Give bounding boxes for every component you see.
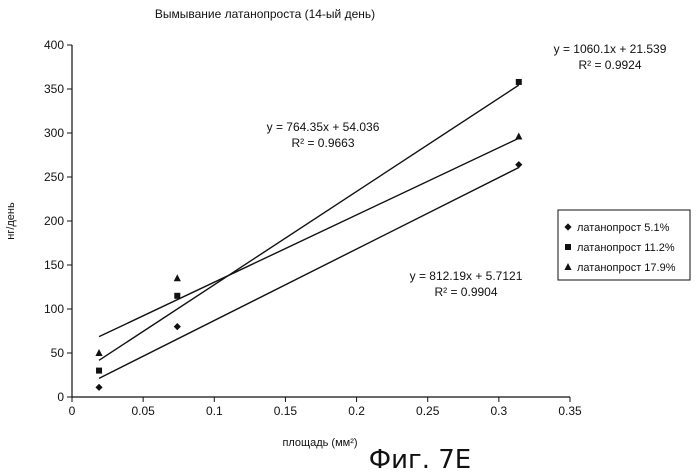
data-points [95,78,523,391]
y-tick-label: 250 [44,170,64,184]
annotation-series-3: y = 764.35x + 54.036 R² = 0.9663 [267,120,380,150]
trendline-series-2 [98,84,520,361]
y-tick-label: 100 [44,302,64,316]
y-tick-label: 350 [44,82,64,96]
data-point-series-1 [173,323,181,331]
data-point-series-3 [173,274,181,282]
legend-label-series-2: латанопрост 11.2% [577,242,675,254]
y-tick-label: 50 [51,346,65,360]
data-point-series-1 [515,161,523,169]
legend-marker-series-2 [565,244,571,250]
annotation-series-2: y = 1060.1x + 21.539 R² = 0.9924 [554,42,667,72]
legend: латанопрост 5.1% латанопрост 11.2% латаноп… [557,209,691,281]
chart-title: Вымывание латанопроста (14-ый день) [155,7,375,21]
figure-caption: Фиг. 7E [369,445,471,474]
x-tick-label: 0 [69,404,76,418]
y-ticks: 0 50 100 150 200 250 300 350 400 [44,38,72,404]
y-tick-label: 150 [44,258,64,272]
legend-marker-series-3 [564,263,572,270]
y-tick-label: 400 [44,38,64,52]
r2-label-series-3: R² = 0.9663 [291,136,354,150]
equation-label-series-3: y = 764.35x + 54.036 [267,120,380,134]
data-point-series-2 [174,292,181,299]
x-ticks: 0 0.05 0.1 0.15 0.2 0.25 0.3 0.35 [69,397,582,418]
legend-label-series-3: латанопрост 17.9% [577,262,676,274]
legend-label-series-1: латанопрост 5.1% [577,222,670,234]
x-axis-label: площадь (мм²) [282,437,357,449]
y-tick-label: 300 [44,126,64,140]
legend-box [557,209,691,281]
data-point-series-3 [515,132,523,140]
r2-label-series-1: R² = 0.9904 [434,285,497,299]
equation-label-series-2: y = 1060.1x + 21.539 [554,42,667,56]
r2-label-series-2: R² = 0.9924 [578,58,641,72]
trendline-series-3 [98,137,520,338]
x-tick-label: 0.05 [131,404,155,418]
x-tick-label: 0.25 [416,404,440,418]
data-point-series-1 [95,383,103,391]
legend-items: латанопрост 5.1% латанопрост 11.2% латаноп… [564,222,676,274]
x-tick-label: 0.3 [491,404,508,418]
x-tick-label: 0.2 [348,404,365,418]
annotation-series-1: y = 812.19x + 5.7121 R² = 0.9904 [410,269,523,299]
x-tick-label: 0.1 [206,404,223,418]
data-point-series-2 [96,367,103,374]
y-axis-label: нг/день [5,202,17,240]
data-point-series-2 [515,78,522,85]
y-tick-label: 200 [44,214,64,228]
legend-marker-series-1 [564,223,572,231]
x-tick-label: 0.35 [558,404,582,418]
trendlines [98,84,520,380]
equation-label-series-1: y = 812.19x + 5.7121 [410,269,523,283]
trendline-series-1 [98,166,520,380]
y-tick-label: 0 [57,390,64,404]
x-tick-label: 0.15 [274,404,298,418]
data-point-series-3 [95,349,103,356]
